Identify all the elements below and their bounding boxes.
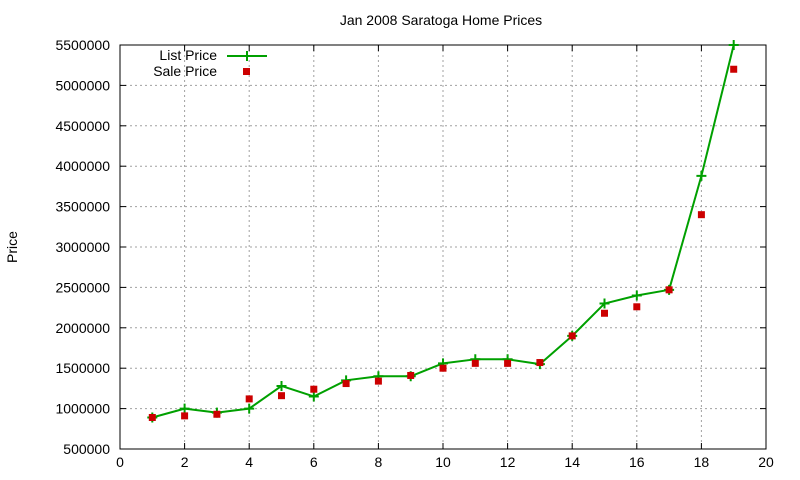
- x-tick-label: 10: [435, 454, 451, 470]
- chart-title: Jan 2008 Saratoga Home Prices: [340, 12, 542, 28]
- sale-price-point: [665, 286, 673, 294]
- sale-price-point: [374, 377, 382, 385]
- series-layer: [147, 40, 739, 423]
- x-tick-label: 4: [245, 454, 253, 470]
- list-price-point: [599, 298, 610, 309]
- legend-label-sale-price: Sale Price: [153, 63, 217, 79]
- y-tick-label: 1000000: [55, 401, 110, 417]
- list-price-point: [276, 380, 287, 391]
- sale-price-point: [568, 332, 576, 340]
- y-tick-label: 4500000: [55, 118, 110, 134]
- x-tick-label: 6: [310, 454, 318, 470]
- sale-price-point: [730, 65, 738, 73]
- sale-price-point: [213, 410, 221, 418]
- sale-price-point: [278, 392, 285, 400]
- y-tick-label: 5000000: [55, 77, 110, 93]
- x-tick-label: 14: [564, 454, 580, 470]
- list-price-point: [179, 403, 190, 414]
- x-tick-label: 20: [758, 454, 774, 470]
- y-tick-label: 4000000: [55, 158, 110, 174]
- list-price-point: [728, 40, 739, 50]
- x-tick-label: 12: [500, 454, 516, 470]
- list-price-point: [696, 170, 707, 181]
- y-tick-label: 5500000: [55, 37, 110, 53]
- y-tick-label: 2000000: [55, 320, 110, 336]
- legend-marker-list-price: [242, 51, 252, 61]
- sale-price-point: [245, 395, 253, 403]
- list-price-point: [631, 290, 642, 301]
- y-axis-label: Price: [4, 231, 20, 263]
- list-price-point: [308, 391, 319, 402]
- legend: List Price Sale Price: [153, 47, 267, 79]
- sale-price-point: [504, 359, 512, 367]
- x-tick-label: 0: [116, 454, 124, 470]
- x-tick-label: 16: [629, 454, 645, 470]
- legend-marker-sale-price: [243, 68, 250, 75]
- y-tick-label: 2500000: [55, 279, 110, 295]
- x-tick-label: 18: [694, 454, 710, 470]
- sale-price-point: [536, 359, 544, 367]
- sale-price-point: [439, 364, 447, 372]
- y-tick-label: 500000: [63, 441, 110, 457]
- y-tick-label: 3000000: [55, 239, 110, 255]
- sale-price-point: [310, 385, 318, 393]
- list-price-point: [244, 403, 255, 414]
- y-tick-label: 1500000: [55, 360, 110, 376]
- y-tick-label: 3500000: [55, 199, 110, 215]
- sale-price-point: [148, 413, 156, 421]
- sale-price-point: [601, 309, 608, 317]
- x-tick-label: 2: [181, 454, 189, 470]
- axis-ticks: 0 2 4 6 8 10 12 14 16 18 20 500000 1000000 1500000 200…: [55, 37, 774, 470]
- sale-price-point: [407, 371, 415, 379]
- sale-price-point: [471, 359, 479, 367]
- sale-price-point: [181, 412, 189, 420]
- legend-label-list-price: List Price: [159, 47, 217, 63]
- sale-price-point: [697, 211, 705, 219]
- sale-price-point: [633, 303, 641, 311]
- grid-lines: [120, 45, 766, 449]
- x-tick-label: 8: [375, 454, 383, 470]
- sale-price-point: [342, 380, 350, 388]
